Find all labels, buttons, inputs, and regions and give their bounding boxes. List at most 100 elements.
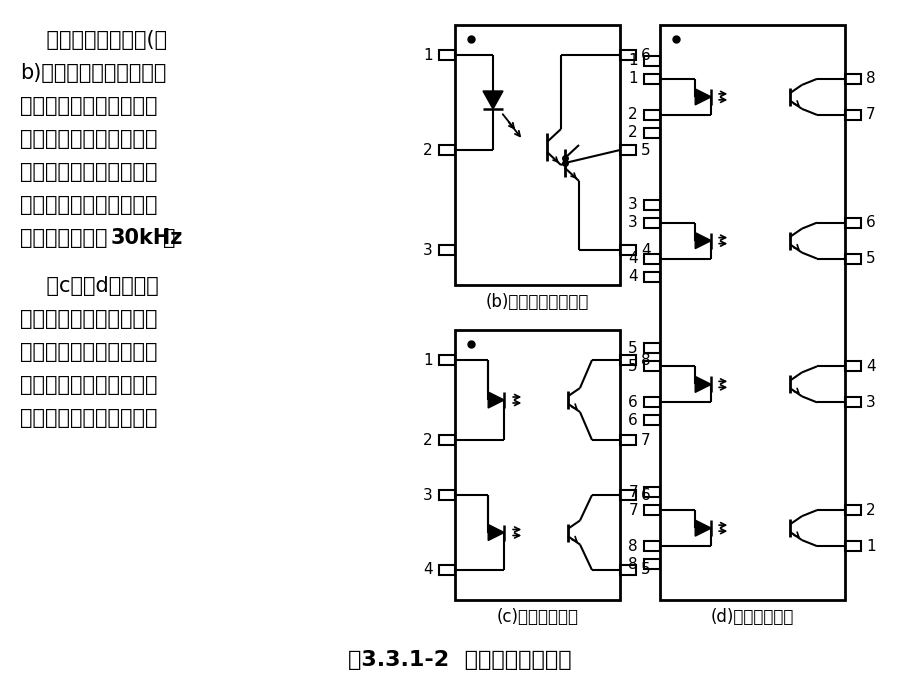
Bar bbox=[438, 435, 455, 445]
Text: 2: 2 bbox=[423, 433, 433, 448]
Text: 。: 。 bbox=[163, 228, 176, 248]
Text: 1: 1 bbox=[423, 353, 433, 368]
Bar bbox=[619, 50, 635, 60]
Text: 顿管的高电流增益，因此: 顿管的高电流增益，因此 bbox=[20, 195, 157, 215]
Bar bbox=[643, 344, 659, 353]
Bar bbox=[643, 56, 659, 66]
Bar bbox=[619, 145, 635, 155]
Bar bbox=[643, 487, 659, 497]
Bar bbox=[844, 74, 860, 84]
Bar bbox=[643, 199, 659, 210]
Text: 30kHz: 30kHz bbox=[111, 228, 183, 248]
Text: 三极管的基极亦引到封装: 三极管的基极亦引到封装 bbox=[20, 129, 157, 149]
Bar bbox=[844, 505, 860, 515]
Bar bbox=[619, 245, 635, 255]
Bar bbox=[438, 565, 455, 575]
Text: 4: 4 bbox=[423, 562, 433, 578]
Bar bbox=[643, 272, 659, 282]
Polygon shape bbox=[695, 89, 710, 105]
Text: 2: 2 bbox=[628, 108, 637, 122]
Bar bbox=[438, 50, 455, 60]
Text: 3: 3 bbox=[865, 395, 875, 410]
Text: 4: 4 bbox=[641, 242, 650, 257]
Text: 8: 8 bbox=[865, 71, 875, 86]
Text: (c)双光电耦合器: (c)双光电耦合器 bbox=[496, 608, 578, 626]
Text: 2: 2 bbox=[423, 143, 433, 157]
Text: 图c和图d所示的双: 图c和图d所示的双 bbox=[20, 276, 159, 296]
Text: 7: 7 bbox=[628, 484, 637, 500]
Bar bbox=[643, 362, 659, 371]
Bar bbox=[844, 110, 860, 120]
Text: 和四光电耦合器都是利用: 和四光电耦合器都是利用 bbox=[20, 309, 157, 329]
Text: 3: 3 bbox=[628, 215, 637, 230]
Bar bbox=[455, 25, 619, 285]
Text: 4: 4 bbox=[628, 269, 637, 284]
Text: 6: 6 bbox=[628, 413, 637, 428]
Bar bbox=[643, 415, 659, 425]
Polygon shape bbox=[695, 376, 710, 393]
Bar bbox=[619, 435, 635, 445]
Text: 之外以供使用。由于达林: 之外以供使用。由于达林 bbox=[20, 162, 157, 182]
Bar bbox=[455, 330, 619, 600]
Text: 5: 5 bbox=[628, 341, 637, 356]
Text: 图3.3.1-2  光电耦合器的类型: 图3.3.1-2 光电耦合器的类型 bbox=[347, 650, 572, 670]
Text: 2: 2 bbox=[865, 502, 875, 518]
Bar bbox=[643, 74, 659, 84]
Text: b)也是密封在一个六引脚: b)也是密封在一个六引脚 bbox=[20, 63, 166, 83]
Text: 8: 8 bbox=[641, 353, 650, 368]
Text: 5: 5 bbox=[641, 143, 650, 157]
Bar bbox=[643, 110, 659, 120]
Text: 5: 5 bbox=[641, 562, 650, 578]
Bar bbox=[643, 254, 659, 264]
Bar bbox=[619, 355, 635, 365]
Polygon shape bbox=[695, 520, 710, 536]
Text: 的基极却不能外部引用。: 的基极却不能外部引用。 bbox=[20, 408, 157, 428]
Bar bbox=[438, 355, 455, 365]
Text: 4: 4 bbox=[865, 359, 875, 374]
Bar bbox=[844, 254, 860, 264]
Text: (d)四光电耦合器: (d)四光电耦合器 bbox=[710, 608, 793, 626]
Polygon shape bbox=[488, 392, 504, 408]
Text: 6: 6 bbox=[865, 215, 875, 230]
Bar bbox=[438, 490, 455, 500]
Bar bbox=[438, 245, 455, 255]
Text: 达林顿光电耦合器(图: 达林顿光电耦合器(图 bbox=[20, 30, 167, 50]
Text: 的封装当中，而且其光敏: 的封装当中，而且其光敏 bbox=[20, 96, 157, 116]
Text: 7: 7 bbox=[641, 433, 650, 448]
Bar bbox=[438, 145, 455, 155]
Text: 其有效带宽仅为: 其有效带宽仅为 bbox=[20, 228, 108, 248]
Text: 1: 1 bbox=[423, 48, 433, 63]
Text: 3: 3 bbox=[423, 488, 433, 502]
Bar bbox=[619, 565, 635, 575]
Text: 8: 8 bbox=[628, 557, 637, 571]
Text: (b)达林顿光电耦合器: (b)达林顿光电耦合器 bbox=[485, 293, 588, 311]
Bar bbox=[619, 490, 635, 500]
Bar bbox=[643, 128, 659, 138]
Bar bbox=[643, 397, 659, 407]
Text: 2: 2 bbox=[628, 126, 637, 140]
Bar bbox=[643, 541, 659, 551]
Text: 1: 1 bbox=[628, 53, 637, 68]
Polygon shape bbox=[488, 524, 504, 540]
Bar bbox=[844, 362, 860, 371]
Text: 6: 6 bbox=[641, 48, 650, 63]
Text: 6: 6 bbox=[628, 395, 637, 410]
Text: 4: 4 bbox=[628, 251, 637, 266]
Text: 8: 8 bbox=[628, 539, 637, 553]
Text: 7: 7 bbox=[865, 108, 875, 122]
Bar bbox=[643, 559, 659, 569]
Text: 5: 5 bbox=[865, 251, 875, 266]
Text: 7: 7 bbox=[628, 502, 637, 518]
Bar bbox=[844, 541, 860, 551]
Polygon shape bbox=[482, 91, 503, 109]
Text: 6: 6 bbox=[641, 488, 650, 502]
Text: 5: 5 bbox=[628, 359, 637, 374]
Polygon shape bbox=[695, 233, 710, 248]
Bar bbox=[844, 397, 860, 407]
Text: 级的，而这些光敏三极管: 级的，而这些光敏三极管 bbox=[20, 375, 157, 395]
Text: 1: 1 bbox=[865, 539, 875, 553]
Bar bbox=[643, 505, 659, 515]
Bar bbox=[844, 217, 860, 228]
Text: 单只光敏三极管作为输出: 单只光敏三极管作为输出 bbox=[20, 342, 157, 362]
Text: 3: 3 bbox=[628, 197, 637, 213]
